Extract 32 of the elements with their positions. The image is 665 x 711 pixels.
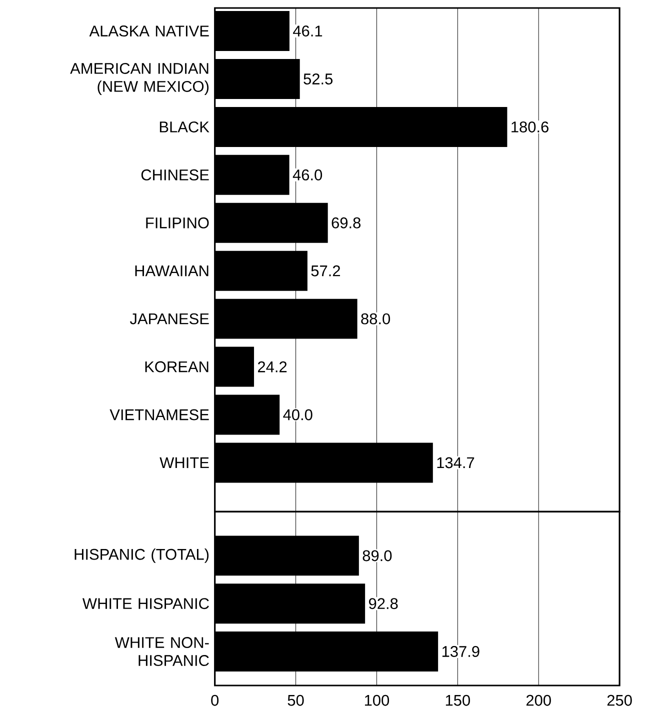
y-tick-label: AMERICAN INDIAN (NEW MEXICO) <box>70 62 209 95</box>
x-tick-label: 0 <box>211 694 219 706</box>
y-tick-label: JAPANESE <box>130 313 210 324</box>
x-tick-label: 100 <box>365 694 390 706</box>
y-tick-label: KOREAN <box>146 361 208 372</box>
data-label: 46.0 <box>293 169 322 180</box>
y-tick-label: ALASKA NATIVE <box>90 26 210 37</box>
data-label: 89.0 <box>363 550 392 562</box>
y-tick-label: WHITE <box>160 457 210 468</box>
data-label: 24.2 <box>258 361 287 372</box>
data-label: 137.9 <box>442 646 480 657</box>
data-label: 134.7 <box>438 457 474 468</box>
data-label: 57.2 <box>311 265 340 276</box>
x-tick-label: 200 <box>526 694 552 706</box>
y-tick-label: WHITE NON-HISPANIC <box>115 637 210 666</box>
y-tick-label: VIETNAMESE <box>110 409 210 420</box>
y-tick-label: BLACK <box>160 121 210 132</box>
y-tick-label: HAWAIIAN <box>136 266 208 276</box>
x-tick-label: 50 <box>288 694 304 706</box>
data-label: 69.8 <box>332 217 361 228</box>
y-tick-label: FILIPINO <box>146 217 209 228</box>
data-label: 46.1 <box>293 26 322 37</box>
x-tick-label: 150 <box>446 694 470 706</box>
data-label: 88.0 <box>361 313 390 324</box>
data-label: 92.8 <box>369 598 398 610</box>
data-label: 40.0 <box>283 409 313 420</box>
y-tick-label: WHITE HISPANIC <box>82 598 210 610</box>
data-label: 180.6 <box>512 121 549 132</box>
y-tick-label: HISPANIC (TOTAL) <box>75 548 209 563</box>
data-label: 52.5 <box>304 74 333 84</box>
y-tick-label: CHINESE <box>142 169 210 180</box>
x-tick-label: 250 <box>608 694 632 706</box>
